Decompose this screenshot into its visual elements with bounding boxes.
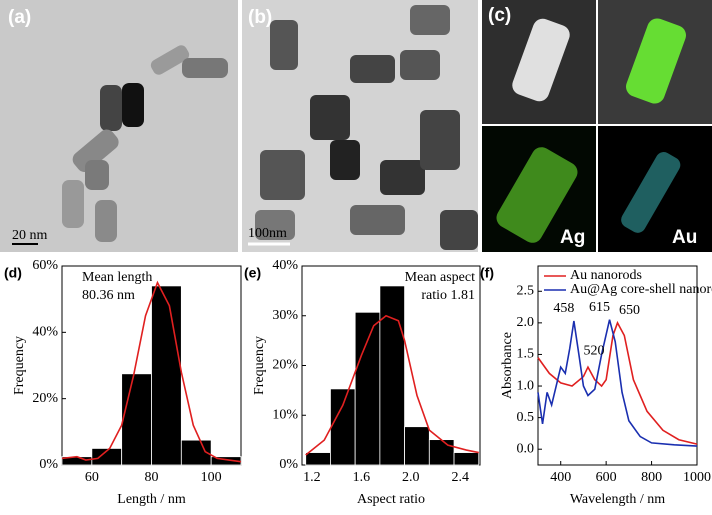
y-tick-label: 40%	[272, 258, 298, 273]
annotation: ratio 1.81	[421, 288, 475, 303]
x-tick-label: 400	[550, 470, 571, 485]
y-tick-label: 0%	[39, 457, 58, 472]
annotation: 80.36 nm	[82, 288, 135, 303]
image-a: (a) 20 nm	[0, 0, 238, 252]
bar	[121, 373, 152, 466]
annotation: 650	[619, 303, 640, 318]
chart: 0% 20% 40% 60% 60 80 100 Length / nm Frequency (d…	[4, 258, 242, 507]
bar	[453, 452, 480, 466]
x-axis-label: Wavelength / nm	[570, 492, 665, 507]
y-tick-label: 20%	[32, 391, 58, 406]
bar	[354, 311, 381, 466]
fit-curve	[305, 314, 479, 456]
y-tick-label: 2.5	[517, 283, 535, 298]
legend-label: Au nanorods	[570, 268, 642, 283]
bar	[151, 285, 182, 466]
x-tick-label: 1000	[683, 470, 711, 485]
legend-label: Au@Ag core-shell nanorods	[570, 282, 712, 297]
annotation: 615	[589, 300, 610, 315]
map-label: Ag	[560, 227, 585, 248]
panel-label: (d)	[4, 265, 22, 281]
line-series	[537, 319, 698, 447]
bar	[210, 456, 242, 466]
x-tick-label: 1.2	[303, 470, 321, 485]
x-tick-label: 800	[641, 470, 662, 485]
y-tick-label: 1.0	[517, 378, 535, 393]
fit-curve	[61, 280, 242, 463]
panel-label: (b)	[248, 7, 272, 28]
y-axis-label: Frequency	[252, 336, 267, 395]
y-tick-label: 2.0	[517, 315, 535, 330]
bar	[404, 426, 430, 466]
image-c: (c) Ag Au	[482, 0, 712, 252]
chart: 0% 10% 20% 30% 40% 1.2 1.6 2.0 2.4 Aspect ratio Fr…	[244, 258, 481, 507]
y-tick-label: 30%	[272, 308, 298, 323]
y-tick-label: 1.5	[517, 347, 535, 362]
y-tick-label: 10%	[272, 407, 298, 422]
y-axis-label: Frequency	[12, 336, 27, 395]
x-tick-label: 100	[201, 470, 222, 485]
x-axis-label: Aspect ratio	[357, 492, 425, 507]
x-axis-label: Length / nm	[117, 492, 186, 507]
panel-label: (a)	[8, 7, 31, 28]
map-label: Au	[672, 227, 697, 248]
y-tick-label: 0%	[279, 457, 298, 472]
plot-frame	[537, 265, 698, 466]
annotation: Mean length	[82, 270, 152, 285]
y-tick-label: 60%	[32, 258, 58, 273]
bar	[379, 285, 405, 466]
panel-label: (f)	[480, 265, 494, 281]
x-tick-label: 2.4	[451, 470, 469, 485]
y-axis-label: Absorbance	[500, 332, 515, 399]
panel-label: (c)	[488, 5, 511, 26]
chart: 0.0 0.5 1.0 1.5 2.0 2.5 400 600 800 1000 Wavelengt…	[480, 265, 712, 508]
x-tick-label: 1.6	[353, 470, 371, 485]
bar	[330, 388, 356, 466]
y-tick-label: 20%	[272, 358, 298, 373]
y-tick-label: 0.5	[517, 410, 535, 425]
bar	[305, 452, 331, 466]
y-tick-label: 40%	[32, 325, 58, 340]
x-tick-label: 60	[85, 470, 99, 485]
x-tick-label: 600	[596, 470, 617, 485]
y-tick-label: 0.0	[517, 441, 535, 456]
x-tick-label: 80	[145, 470, 159, 485]
line-series	[537, 320, 698, 445]
panel-label: (e)	[244, 265, 261, 281]
annotation: 520	[583, 343, 604, 358]
image-b: (b) 100nm	[242, 0, 478, 252]
x-tick-label: 2.0	[402, 470, 420, 485]
bar	[428, 439, 455, 466]
scale-bar-label: 100nm	[248, 226, 287, 241]
scale-bar-label: 20 nm	[12, 228, 48, 243]
annotation: Mean aspect	[405, 270, 475, 285]
annotation: 458	[553, 301, 574, 316]
